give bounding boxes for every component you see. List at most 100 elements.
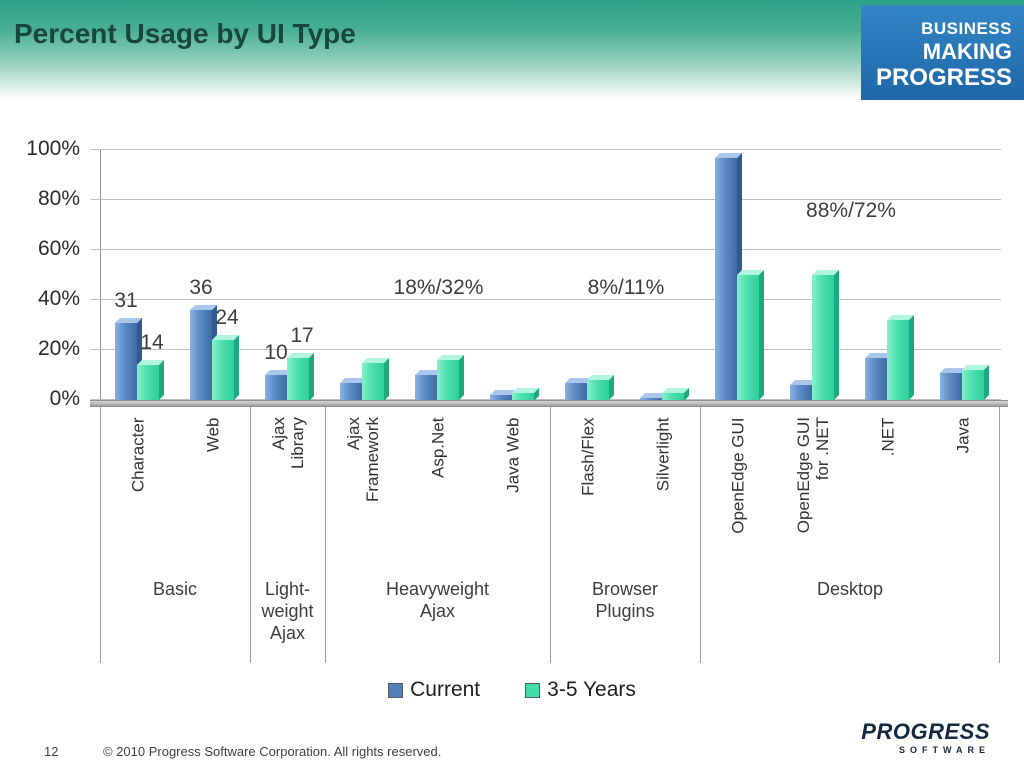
progress-logo-software-text: SOFTWARE: [899, 745, 990, 755]
category-label: OpenEdge GUI: [728, 417, 747, 534]
bar-data-label: 14: [140, 331, 164, 354]
bar-front-face: [565, 382, 587, 400]
gridline: [91, 349, 1001, 350]
bar-side-face: [834, 270, 839, 400]
plot-area: 31 14 36 24 10 17 18%/32% 8%/11% 88%/72%: [91, 149, 1001, 400]
logo-line-progress: PROGRESS: [875, 64, 1012, 91]
bar-front-face: [865, 357, 887, 400]
bar-future-cat10: [887, 315, 914, 400]
group-label: Heavyweight Ajax: [385, 579, 490, 621]
gridline: [91, 199, 1001, 200]
bar-future-cat11: [962, 365, 989, 400]
y-axis-tick-label: 100%: [26, 137, 80, 160]
bar-future-cat2: [287, 352, 314, 400]
bar-current-cat7: [640, 392, 667, 400]
page-number: 12: [44, 744, 59, 759]
category-label: OpenEdge GUI for .NET: [793, 417, 832, 534]
category-label: .NET: [878, 417, 897, 456]
group-annotation: 8%/11%: [587, 276, 665, 299]
bar-front-face: [212, 340, 234, 400]
bar-current-cat8: [715, 152, 742, 400]
bar-current-cat10: [865, 352, 892, 400]
bar-side-face: [759, 270, 764, 400]
gridline: [91, 249, 1001, 250]
bar-side-face: [609, 375, 614, 400]
bar-current-cat1: [190, 305, 217, 400]
bar-data-label: 36: [189, 276, 213, 299]
group-annotation: 18%/32%: [393, 276, 484, 299]
bar-front-face: [812, 275, 834, 400]
bar-front-face: [887, 320, 909, 400]
bar-front-face: [287, 357, 309, 400]
slide-title: Percent Usage by UI Type: [14, 18, 356, 49]
bar-side-face: [909, 315, 914, 400]
bar-data-label: 31: [114, 288, 138, 312]
bar-future-cat1: [212, 335, 239, 400]
bar-current-cat0: [115, 317, 142, 400]
category-label: Flash/Flex: [578, 417, 597, 496]
bar-front-face: [715, 157, 737, 400]
bar-front-face: [340, 382, 362, 400]
category-label: Java Web: [503, 417, 522, 493]
bar-front-face: [962, 370, 984, 400]
category-label: Silverlight: [653, 417, 672, 491]
bar-side-face: [459, 355, 464, 400]
logo-line-making: MAKING: [922, 39, 1012, 64]
bar-data-label: 17: [290, 323, 314, 347]
bar-side-face: [309, 352, 314, 400]
bar-current-cat6: [565, 377, 592, 400]
bar-future-cat7: [662, 387, 689, 400]
chart-legend: Current 3-5 Years: [0, 678, 1024, 702]
legend-label: Current: [410, 678, 481, 701]
bar-future-cat5: [512, 387, 539, 400]
legend-swatch: [525, 682, 541, 698]
group-label: Light- weight Ajax: [261, 579, 314, 643]
bar-future-cat9: [812, 270, 839, 400]
label-area-left-edge: [100, 407, 101, 663]
gridline: [91, 299, 1001, 300]
bar-current-cat5: [490, 390, 517, 400]
bar-front-face: [790, 385, 812, 400]
group-label: Desktop: [816, 579, 884, 599]
bar-side-face: [159, 360, 164, 400]
bar-data-label: 24: [215, 306, 239, 329]
bar-front-face: [415, 375, 437, 400]
group-separator: [250, 407, 251, 663]
bar-side-face: [984, 365, 989, 400]
bar-front-face: [437, 360, 459, 400]
category-label: Ajax Library: [268, 417, 307, 469]
group-separator: [700, 407, 701, 663]
y-axis-tick-label: 60%: [37, 237, 80, 260]
bar-front-face: [662, 392, 684, 400]
bar-front-face: [265, 375, 287, 400]
bar-current-cat9: [790, 380, 817, 400]
bar-future-cat0: [137, 360, 164, 400]
bar-side-face: [234, 335, 239, 400]
bar-future-cat6: [587, 375, 614, 400]
bar-front-face: [640, 397, 662, 400]
bar-front-face: [137, 365, 159, 400]
bar-front-face: [362, 362, 384, 400]
group-separator: [325, 407, 326, 663]
bar-side-face: [384, 357, 389, 400]
legend-label: 3-5 Years: [547, 678, 636, 701]
category-label: Ajax Framework: [343, 417, 382, 503]
bar-front-face: [737, 275, 759, 400]
group-label: Basic: [152, 579, 197, 599]
y-axis-tick-label: 80%: [37, 187, 80, 210]
category-label: Character: [128, 417, 147, 492]
slide-footer: 12 © 2010 Progress Software Corporation.…: [0, 720, 1024, 768]
y-axis-tick-label: 0%: [49, 387, 80, 410]
bar-current-cat11: [940, 367, 967, 400]
legend-swatch: [388, 682, 404, 698]
copyright-text: © 2010 Progress Software Corporation. Al…: [103, 744, 442, 759]
bar-current-cat3: [340, 377, 367, 400]
bar-current-cat2: [265, 370, 292, 400]
legend-item-3-5-years: 3-5 Years: [525, 678, 636, 702]
bar-front-face: [190, 310, 212, 400]
bar-future-cat4: [437, 355, 464, 400]
bar-future-cat3: [362, 357, 389, 400]
bar-data-label: 10: [264, 341, 288, 364]
gridline: [91, 399, 1001, 400]
